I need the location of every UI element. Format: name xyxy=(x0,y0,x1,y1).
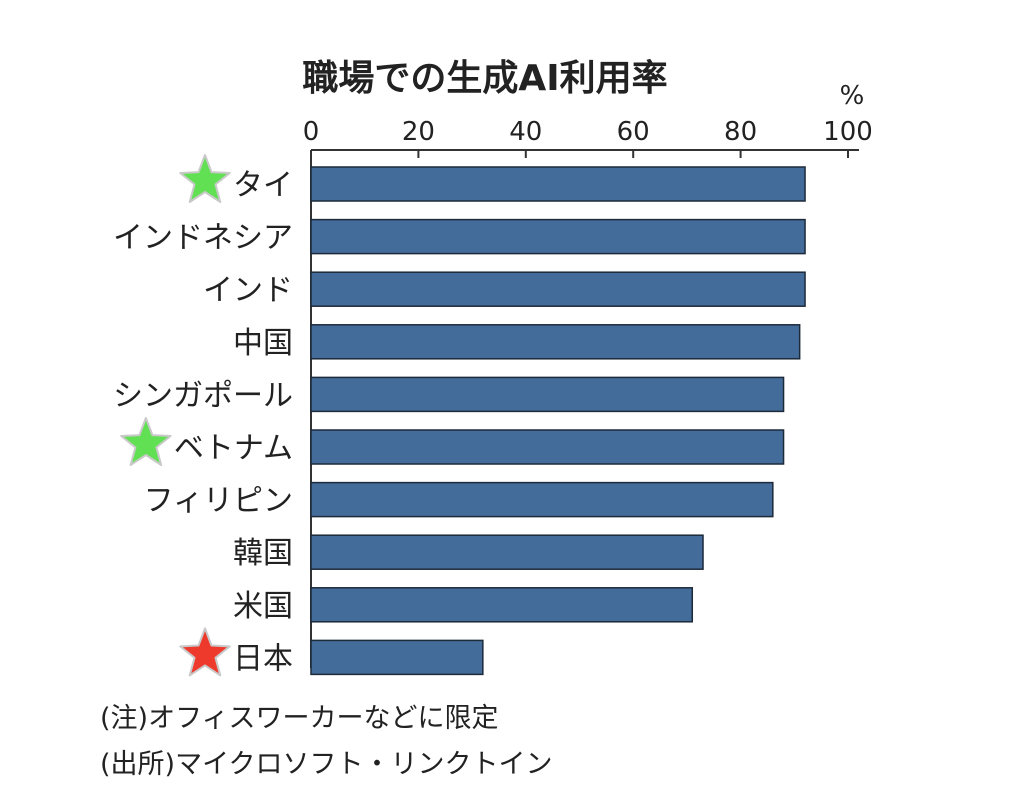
category-label: 米国 xyxy=(233,589,293,624)
bar xyxy=(310,166,806,202)
category-label: タイ xyxy=(233,168,293,203)
bar xyxy=(310,218,806,255)
bar xyxy=(310,534,704,570)
category-label: 中国 xyxy=(233,326,293,361)
bar xyxy=(310,587,694,623)
axis-unit-label: % xyxy=(840,81,865,111)
category-label: ベトナム xyxy=(174,431,293,466)
x-tick-label: 80 xyxy=(724,117,757,147)
bar xyxy=(310,324,801,360)
star-icon xyxy=(120,417,172,466)
category-label: シンガポール xyxy=(113,378,293,413)
bar xyxy=(310,481,774,518)
chart-title: 職場での生成AI利用率 xyxy=(302,58,667,99)
x-tick-label: 100 xyxy=(823,117,873,147)
category-label: インドネシア xyxy=(113,221,293,256)
category-label: 日本 xyxy=(233,641,293,676)
star-icon xyxy=(179,154,231,203)
x-tick-label: 60 xyxy=(617,117,650,147)
category-label: 韓国 xyxy=(233,536,293,571)
category-label: インド xyxy=(203,273,293,308)
bar xyxy=(310,271,806,307)
x-tick-label: 20 xyxy=(402,117,435,147)
star-icon xyxy=(179,627,231,677)
source-note: (出所)マイクロソフト・リンクトイン xyxy=(100,749,553,780)
bar xyxy=(310,429,785,465)
footnote: (注)オフィスワーカーなどに限定 xyxy=(100,703,499,734)
bars xyxy=(310,166,806,676)
bar xyxy=(310,376,785,413)
x-tick-label: 0 xyxy=(303,117,320,147)
category-label: フィリピン xyxy=(144,484,293,519)
markers xyxy=(120,154,231,677)
bar xyxy=(310,639,484,676)
x-tick-label: 40 xyxy=(509,117,542,147)
